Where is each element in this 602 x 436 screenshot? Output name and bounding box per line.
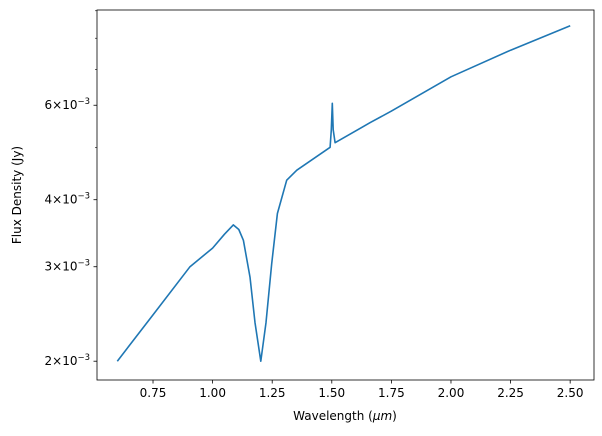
x-tick-label: 2.25	[497, 386, 524, 400]
y-tick-label: 6×10−3	[45, 97, 91, 112]
x-tick-label: 1.50	[318, 386, 345, 400]
x-tick-label: 0.75	[140, 386, 167, 400]
y-tick-label: 4×10−3	[45, 192, 91, 207]
y-axis: 2×10−3 3×10−3 4×10−3 6×10−3	[45, 10, 97, 368]
plot-area	[116, 24, 571, 363]
x-tick-label: 1.75	[378, 386, 405, 400]
x-tick-label: 1.25	[259, 386, 286, 400]
x-axis-label: Wavelength (μm)	[293, 409, 397, 423]
series-line	[116, 24, 571, 363]
x-tick-label: 2.00	[438, 386, 465, 400]
x-axis: 0.75 1.00 1.25 1.50 1.75 2.00 2.25 2.50	[140, 380, 584, 400]
y-tick-label: 2×10−3	[45, 353, 91, 368]
x-tick-label: 1.00	[199, 386, 226, 400]
axes-frame	[96, 9, 595, 381]
x-tick-label: 2.50	[557, 386, 584, 400]
y-tick-label: 3×10−3	[45, 259, 91, 274]
y-axis-label: Flux Density (Jy)	[10, 146, 24, 244]
